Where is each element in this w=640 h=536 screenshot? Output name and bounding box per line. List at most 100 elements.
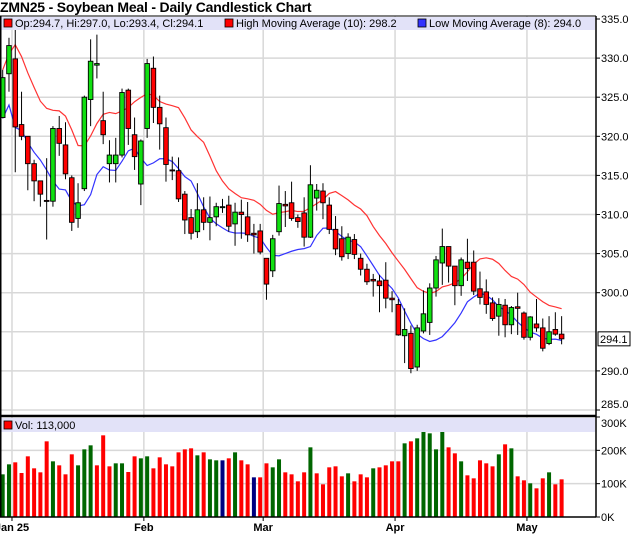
candle-body: [401, 329, 408, 337]
volume-bar: [408, 441, 413, 517]
candle: [119, 88, 125, 158]
volume-bar: [220, 460, 225, 517]
volume-bar: [94, 465, 99, 517]
candle-body: [282, 203, 289, 207]
volume-bar: [132, 456, 137, 517]
low-ma-legend-swatch: [417, 18, 427, 28]
candle: [439, 228, 446, 285]
candle-body: [521, 312, 527, 338]
price-tick-label: 335.0: [601, 14, 629, 26]
candle: [351, 234, 358, 260]
candle-body: [458, 259, 464, 287]
candle: [527, 316, 533, 341]
candle-body: [18, 124, 25, 137]
volume-bar: [76, 465, 81, 517]
volume-bar: [88, 445, 93, 517]
volume-bar: [245, 464, 250, 517]
candle-body: [232, 211, 238, 225]
candle: [18, 91, 25, 141]
candle: [25, 135, 31, 191]
candle-body: [81, 96, 88, 190]
volume-bar: [314, 473, 319, 517]
candle-body: [112, 154, 119, 165]
volume-bar: [170, 466, 175, 517]
volume-bar: [189, 448, 194, 517]
candle-body: [445, 246, 452, 267]
volume-tick-label: 200K: [601, 445, 627, 457]
high-ma-legend-swatch: [224, 18, 234, 28]
candle-body: [514, 306, 521, 309]
candle-body: [357, 257, 364, 270]
candle: [295, 214, 301, 228]
candle-body: [307, 184, 314, 238]
volume-bar: [553, 484, 558, 517]
candle-body: [138, 140, 144, 185]
candle-body: [295, 217, 301, 222]
volume-bar: [440, 431, 445, 517]
candle: [163, 117, 169, 182]
candle: [508, 305, 515, 335]
candle-body: [546, 331, 552, 344]
candle-body: [502, 304, 508, 326]
candle: [470, 250, 477, 296]
candle: [238, 199, 245, 239]
volume-bar: [38, 472, 43, 517]
volume-bar: [69, 454, 74, 517]
candle: [106, 140, 113, 183]
date-tick-label: Mar: [253, 522, 273, 534]
volume-bar: [157, 457, 162, 517]
volume-bar: [415, 438, 420, 517]
candle-body: [552, 329, 559, 335]
volume-bar: [145, 456, 150, 517]
candle-body: [182, 193, 188, 221]
candle: [56, 115, 62, 156]
low-moving-average-line: [2, 103, 562, 343]
price-legend-bar: [1, 17, 595, 30]
candle: [458, 257, 464, 296]
volume-bar: [496, 454, 501, 517]
volume-bar: [113, 463, 118, 517]
candle: [257, 223, 263, 255]
candle-body: [426, 287, 433, 323]
candle: [43, 158, 50, 240]
candle: [62, 122, 69, 180]
candle-body: [219, 206, 226, 209]
volume-bar: [264, 463, 269, 517]
candle-body: [339, 238, 345, 258]
candle-body: [439, 246, 446, 264]
candle-body: [558, 333, 565, 340]
candle-body: [125, 89, 132, 129]
candle: [276, 185, 282, 236]
volume-bar: [534, 488, 539, 517]
candle-body: [62, 144, 69, 175]
candle-body: [12, 58, 19, 128]
candle: [175, 157, 182, 202]
candle: [301, 197, 307, 247]
candle: [207, 196, 213, 241]
candle-body: [50, 128, 56, 202]
volume-bar: [528, 483, 533, 517]
price-tick-label: 325.0: [601, 92, 629, 104]
candle-body: [106, 154, 113, 165]
candle: [533, 298, 540, 332]
volume-bar: [421, 431, 426, 517]
volume-bar: [107, 466, 112, 517]
candle: [282, 191, 289, 228]
candle: [81, 95, 88, 192]
candle-body: [301, 212, 307, 238]
volume-bar: [176, 452, 181, 517]
candle-body: [364, 268, 370, 283]
volume-bar: [289, 474, 294, 517]
candle: [364, 263, 370, 285]
price-tick-label: 320.0: [601, 131, 629, 143]
candle: [370, 273, 376, 297]
candle-body: [383, 279, 389, 299]
candle-body: [345, 236, 351, 255]
candle-body: [6, 45, 12, 75]
candle: [376, 274, 383, 313]
candle-body: [540, 327, 546, 349]
candle-body: [320, 190, 326, 204]
volume-bar: [547, 472, 552, 517]
volume-bar: [484, 463, 489, 517]
